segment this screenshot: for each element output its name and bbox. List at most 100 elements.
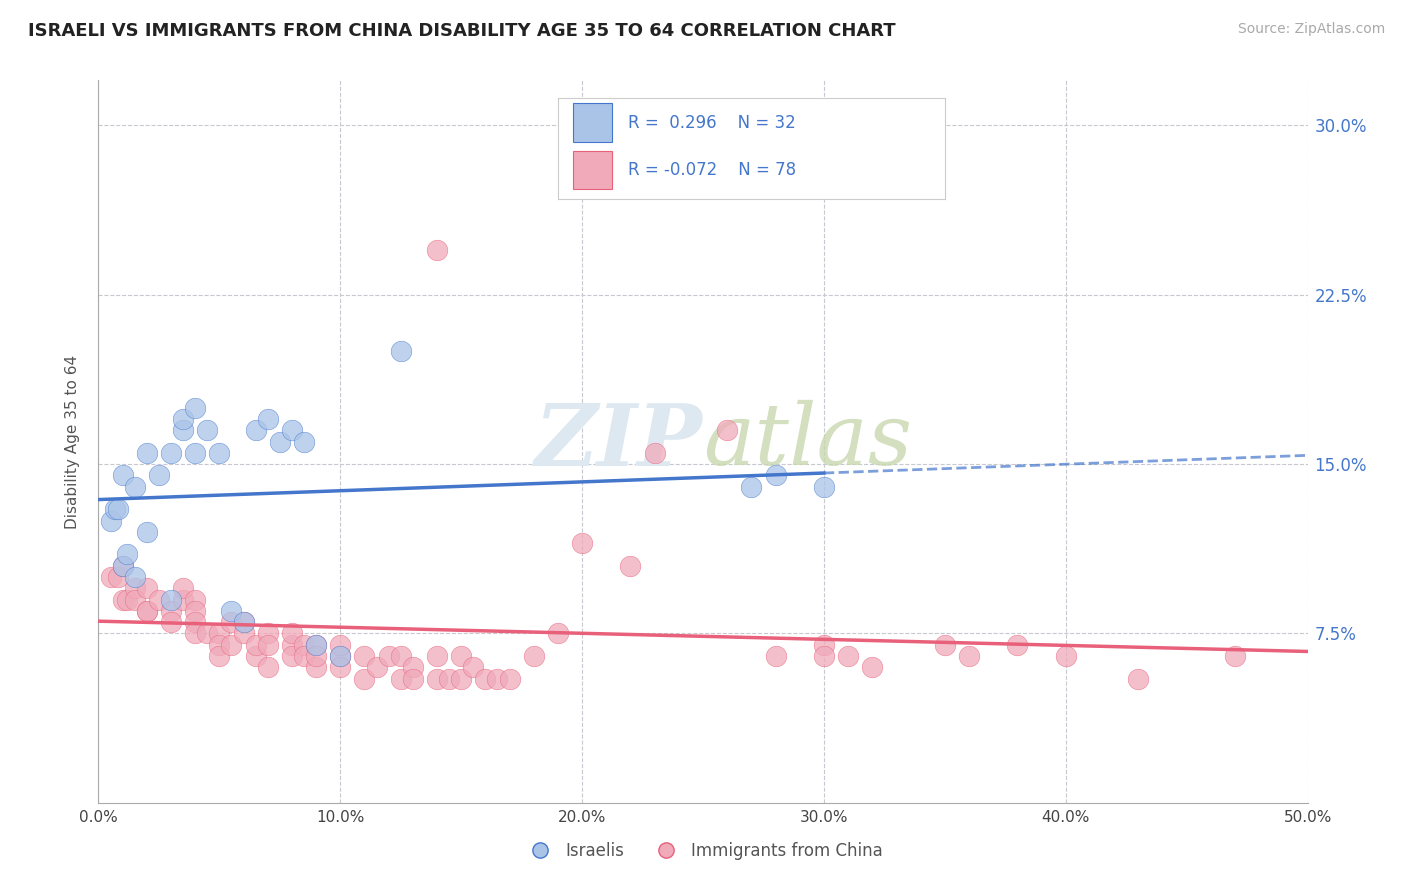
Point (256, 638, 278, 652)
Point (232, 615, 254, 630)
Point (329, 648, 352, 663)
Point (111, 558, 134, 573)
Point (1128, 672, 1150, 686)
Point (269, 434, 291, 449)
Point (765, 468, 787, 483)
Point (389, 672, 412, 686)
Point (523, 648, 546, 663)
Point (305, 648, 328, 663)
Point (208, 626, 231, 640)
Point (208, 638, 231, 652)
Point (245, 423, 267, 437)
Point (221, 638, 243, 652)
Point (160, 446, 183, 460)
Point (1223, 648, 1246, 663)
Point (281, 423, 304, 437)
Point (377, 648, 399, 663)
Point (740, 480, 762, 494)
Point (353, 672, 375, 686)
Point (486, 672, 509, 686)
Point (426, 648, 449, 663)
Text: ZIP: ZIP (536, 400, 703, 483)
Point (195, 423, 218, 437)
Point (450, 672, 472, 686)
Point (184, 401, 207, 415)
Point (644, 446, 666, 460)
Text: Source: ZipAtlas.com: Source: ZipAtlas.com (1237, 22, 1385, 37)
Point (111, 592, 134, 607)
Point (813, 648, 835, 663)
Point (329, 648, 352, 663)
Point (450, 648, 472, 663)
Point (117, 548, 139, 562)
Point (765, 648, 787, 663)
Point (148, 468, 170, 483)
Point (221, 604, 243, 618)
Point (256, 660, 278, 674)
Point (104, 502, 127, 516)
Point (547, 626, 569, 640)
Point (353, 648, 375, 663)
Text: atlas: atlas (703, 401, 912, 483)
Point (281, 648, 304, 663)
Point (100, 514, 122, 528)
Point (498, 672, 520, 686)
Point (716, 423, 738, 437)
Point (292, 648, 315, 663)
Point (208, 446, 231, 460)
Point (305, 638, 328, 652)
Point (232, 615, 254, 630)
Point (281, 638, 304, 652)
Point (107, 502, 129, 516)
Point (111, 468, 134, 483)
Point (437, 672, 460, 686)
Point (305, 638, 328, 652)
Point (135, 524, 157, 539)
Point (124, 592, 146, 607)
Point (256, 412, 278, 426)
Point (184, 592, 207, 607)
Point (366, 660, 388, 674)
Point (221, 615, 243, 630)
Point (184, 446, 207, 460)
Point (111, 558, 134, 573)
Point (160, 615, 183, 630)
Point (426, 672, 449, 686)
Point (245, 638, 267, 652)
Point (117, 592, 139, 607)
Point (1054, 648, 1077, 663)
Point (389, 344, 412, 359)
Point (813, 480, 835, 494)
Point (389, 648, 412, 663)
Point (329, 660, 352, 674)
Point (100, 570, 122, 584)
Y-axis label: Disability Age 35 to 64: Disability Age 35 to 64 (65, 354, 80, 529)
Point (402, 672, 425, 686)
Point (957, 648, 980, 663)
Point (172, 423, 194, 437)
Point (184, 604, 207, 618)
Point (195, 626, 218, 640)
Point (172, 582, 194, 596)
Text: ISRAELI VS IMMIGRANTS FROM CHINA DISABILITY AGE 35 TO 64 CORRELATION CHART: ISRAELI VS IMMIGRANTS FROM CHINA DISABIL… (28, 22, 896, 40)
Point (245, 648, 267, 663)
Point (124, 480, 146, 494)
Point (107, 570, 129, 584)
Point (172, 412, 194, 426)
Point (148, 592, 170, 607)
Point (124, 570, 146, 584)
Point (135, 604, 157, 618)
Point (329, 638, 352, 652)
Point (305, 660, 328, 674)
Point (184, 615, 207, 630)
Point (256, 626, 278, 640)
Point (860, 660, 883, 674)
Legend: Israelis, Immigrants from China: Israelis, Immigrants from China (517, 836, 889, 867)
Point (160, 592, 183, 607)
Point (172, 592, 194, 607)
Point (292, 638, 315, 652)
Point (135, 604, 157, 618)
Point (813, 638, 835, 652)
Point (232, 626, 254, 640)
Point (184, 626, 207, 640)
